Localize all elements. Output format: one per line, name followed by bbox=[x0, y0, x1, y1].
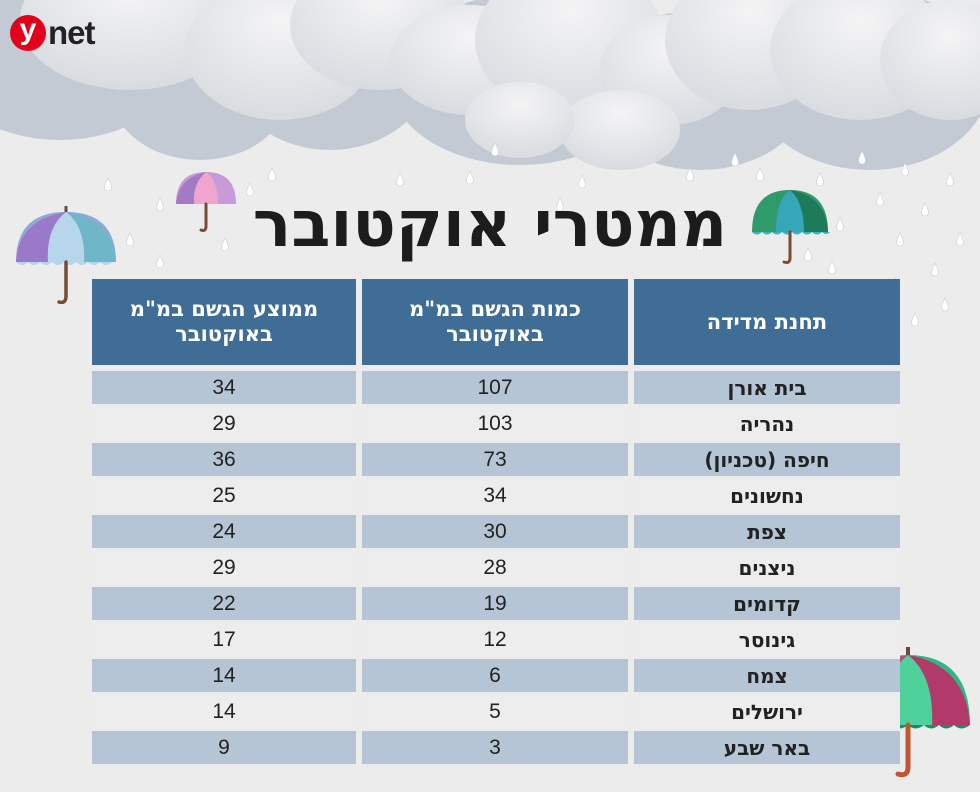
table-row: חיפה (טכניון) 73 36 bbox=[92, 443, 900, 479]
umbrella-purple bbox=[16, 206, 116, 305]
cell-rain-amount: 73 bbox=[362, 443, 628, 479]
table-row: בית אורן 107 34 bbox=[92, 371, 900, 407]
cell-rain-amount: 103 bbox=[362, 407, 628, 443]
cell-rain-average: 14 bbox=[92, 659, 356, 695]
cell-rain-average: 9 bbox=[92, 731, 356, 767]
cell-rain-average: 17 bbox=[92, 623, 356, 659]
table-row: גינוסר 12 17 bbox=[92, 623, 900, 659]
cell-station: צמח bbox=[634, 659, 900, 695]
umbrella-green bbox=[752, 190, 830, 264]
cell-rain-average: 36 bbox=[92, 443, 356, 479]
umbrella-pink bbox=[176, 172, 236, 232]
cell-rain-average: 29 bbox=[92, 551, 356, 587]
table-row: באר שבע 3 9 bbox=[92, 731, 900, 767]
table-row: נהריה 103 29 bbox=[92, 407, 900, 443]
header-rain-amount: כמות הגשם במ"מ באוקטובר bbox=[362, 279, 628, 371]
table-row: נחשונים 34 25 bbox=[92, 479, 900, 515]
logo-y-circle: y bbox=[10, 15, 46, 51]
rainfall-table: תחנת מדידה כמות הגשם במ"מ באוקטובר ממוצע… bbox=[86, 279, 906, 767]
cell-rain-average: 22 bbox=[92, 587, 356, 623]
cell-rain-average: 24 bbox=[92, 515, 356, 551]
cell-station: גינוסר bbox=[634, 623, 900, 659]
cell-rain-amount: 34 bbox=[362, 479, 628, 515]
cell-station: חיפה (טכניון) bbox=[634, 443, 900, 479]
cell-rain-amount: 107 bbox=[362, 371, 628, 407]
cell-station: ירושלים bbox=[634, 695, 900, 731]
cell-rain-average: 34 bbox=[92, 371, 356, 407]
table-row: ירושלים 5 14 bbox=[92, 695, 900, 731]
cell-station: קדומים bbox=[634, 587, 900, 623]
ynet-logo[interactable]: y net bbox=[10, 14, 95, 52]
cloud-front bbox=[20, 0, 980, 170]
table-row: צמח 6 14 bbox=[92, 659, 900, 695]
logo-net-text: net bbox=[48, 14, 95, 51]
cell-rain-amount: 5 bbox=[362, 695, 628, 731]
cell-station: נהריה bbox=[634, 407, 900, 443]
cell-station: בית אורן bbox=[634, 371, 900, 407]
cell-rain-amount: 6 bbox=[362, 659, 628, 695]
cell-rain-average: 14 bbox=[92, 695, 356, 731]
cell-station: צפת bbox=[634, 515, 900, 551]
table-header-row: תחנת מדידה כמות הגשם במ"מ באוקטובר ממוצע… bbox=[92, 279, 900, 371]
cell-rain-average: 25 bbox=[92, 479, 356, 515]
cell-station: נחשונים bbox=[634, 479, 900, 515]
cell-station: באר שבע bbox=[634, 731, 900, 767]
header-station: תחנת מדידה bbox=[634, 279, 900, 371]
cell-rain-amount: 3 bbox=[362, 731, 628, 767]
table-row: צפת 30 24 bbox=[92, 515, 900, 551]
table-row: ניצנים 28 29 bbox=[92, 551, 900, 587]
cell-rain-amount: 19 bbox=[362, 587, 628, 623]
cell-station: ניצנים bbox=[634, 551, 900, 587]
cell-rain-amount: 12 bbox=[362, 623, 628, 659]
cell-rain-average: 29 bbox=[92, 407, 356, 443]
cell-rain-amount: 30 bbox=[362, 515, 628, 551]
cell-rain-amount: 28 bbox=[362, 551, 628, 587]
header-rain-average: ממוצע הגשם במ"מ באוקטובר bbox=[92, 279, 356, 371]
table-row: קדומים 19 22 bbox=[92, 587, 900, 623]
page-title: ממטרי אוקטובר bbox=[252, 188, 728, 262]
